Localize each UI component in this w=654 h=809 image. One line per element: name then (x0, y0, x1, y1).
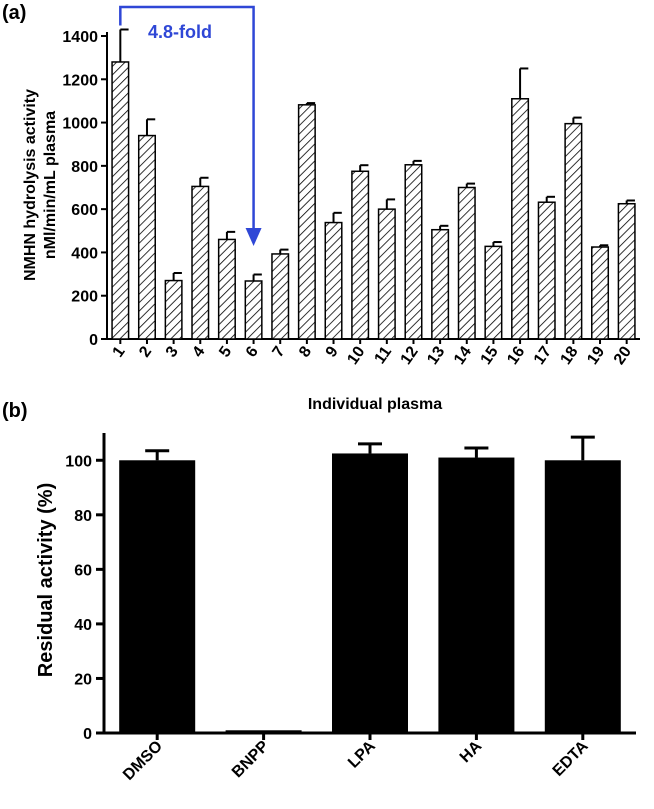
panel-a-bar (324, 221, 343, 340)
panel-a-x-axis-title: Individual plasma (308, 396, 442, 413)
panel-a-label: (a) (2, 2, 26, 24)
panel-b-x-tick-label: HA (457, 737, 486, 766)
panel-b-y-tick-label: 100 (65, 453, 92, 470)
panel-a-bar (111, 61, 130, 340)
panel-a-bar (404, 164, 423, 340)
panel-a-x-tick-label: 1 (110, 343, 129, 360)
panel-a-x-tick-label: 13 (424, 343, 448, 367)
panel-b-y-axis-title: Residual activity (%) (35, 483, 57, 678)
panel-a-bar (377, 208, 396, 340)
panel-a-x-tick-label: 3 (163, 343, 182, 360)
panel-a-y-tick-label: 800 (71, 159, 98, 176)
panel-b-x-tick-label: LPA (345, 737, 379, 771)
panel-b-x-tick-label: DMSO (120, 738, 166, 784)
panel-b-y-tick-label: 20 (74, 671, 92, 688)
panel-a-x-tick-label: 4 (190, 343, 209, 360)
panel-a-y-tick-label: 1200 (62, 72, 98, 89)
panel-a-y-tick-label: 400 (71, 245, 98, 262)
panel-b-bar (119, 460, 196, 733)
panel-a-bar (511, 98, 530, 340)
panel-a-x-tick-label: 11 (371, 343, 395, 367)
panel-a-bar (217, 238, 236, 340)
panel-b-bar (332, 453, 408, 733)
panel-a-x-tick-label: 10 (344, 343, 368, 367)
panel-a-y-tick-label: 1000 (62, 116, 98, 133)
panel-a-x-tick-label: 16 (504, 343, 528, 367)
panel-a-y-axis-title-line1: NMHN hydrolysis activity (22, 89, 39, 281)
panel-b-bars (119, 435, 621, 733)
panel-b: (b) Residual activity (%) 0 20 40 60 80 100 DM… (2, 400, 636, 784)
panel-b-bar (544, 460, 621, 733)
panel-a-bar (537, 201, 556, 340)
panel-b-y-tick-label: 80 (74, 508, 92, 525)
panel-a-bar (244, 280, 263, 340)
panel-a-bar (591, 246, 610, 340)
panel-a-y-axis-title-line2: nMl/min/mL plasma (42, 111, 59, 259)
panel-a-x-tick-label: 8 (296, 343, 315, 360)
panel-a-x-tick-label: 5 (216, 343, 235, 360)
panel-a-x-tick-label: 9 (323, 343, 342, 360)
panel-b-label: (b) (2, 400, 28, 422)
panel-a-annotation: 4.8-fold (119, 5, 262, 246)
panel-b-bar (225, 730, 302, 733)
panel-b-x-tick-label: EDTA (550, 737, 592, 779)
panel-a-bar (457, 186, 476, 340)
panel-a-y-tick-label: 1400 (62, 29, 98, 46)
fold-change-label: 4.8-fold (148, 22, 212, 42)
panel-a-x-tick-label: 20 (611, 343, 635, 367)
panel-a-bars (111, 28, 636, 340)
panel-a-x-tick-label: 6 (243, 343, 262, 360)
panel-a-x-tick-label: 17 (531, 343, 555, 367)
fold-change-bracket (119, 5, 255, 228)
panel-a-x-tick-label: 18 (558, 343, 582, 367)
panel-a-bar (484, 245, 503, 340)
panel-a-x-tick-label: 7 (269, 343, 288, 360)
panel-a-bar (271, 253, 290, 340)
panel-a-bar (564, 122, 583, 340)
panel-b-bar (438, 457, 515, 733)
panel-b-y-tick-label: 60 (74, 562, 92, 579)
panel-b-y-tick-label: 40 (74, 617, 92, 634)
fold-change-arrowhead (245, 228, 262, 246)
panel-a-y-tick-label: 600 (71, 202, 98, 219)
panel-a-x-tick-label: 2 (136, 343, 155, 360)
panel-a-bar (431, 228, 450, 340)
panel-a-x-tick-label: 14 (451, 343, 475, 367)
panel-a-bar (191, 185, 210, 340)
panel-a-x-tick-label: 15 (478, 343, 502, 367)
panel-a-x-tick-label: 19 (584, 343, 608, 367)
panel-b-y-tick-label: 0 (83, 726, 92, 743)
panel-a-y-axis-title: NMHN hydrolysis activity nMl/min/mL plas… (22, 89, 59, 281)
panel-a-y-tick-label: 200 (71, 289, 98, 306)
panel-a-x-tick-label: 12 (398, 343, 422, 367)
panel-a-bar (351, 170, 370, 340)
panel-a-bar (137, 134, 156, 340)
panel-b-x-tick-label: BNPP (229, 738, 273, 782)
panel-a: (a) NMHN hydrolysis activity nMl/min/mL … (2, 2, 640, 413)
panel-a-bar (297, 104, 316, 340)
panel-a-y-tick-label: 0 (89, 332, 98, 349)
panel-a-bar (617, 202, 636, 340)
panel-a-bar (164, 279, 183, 340)
